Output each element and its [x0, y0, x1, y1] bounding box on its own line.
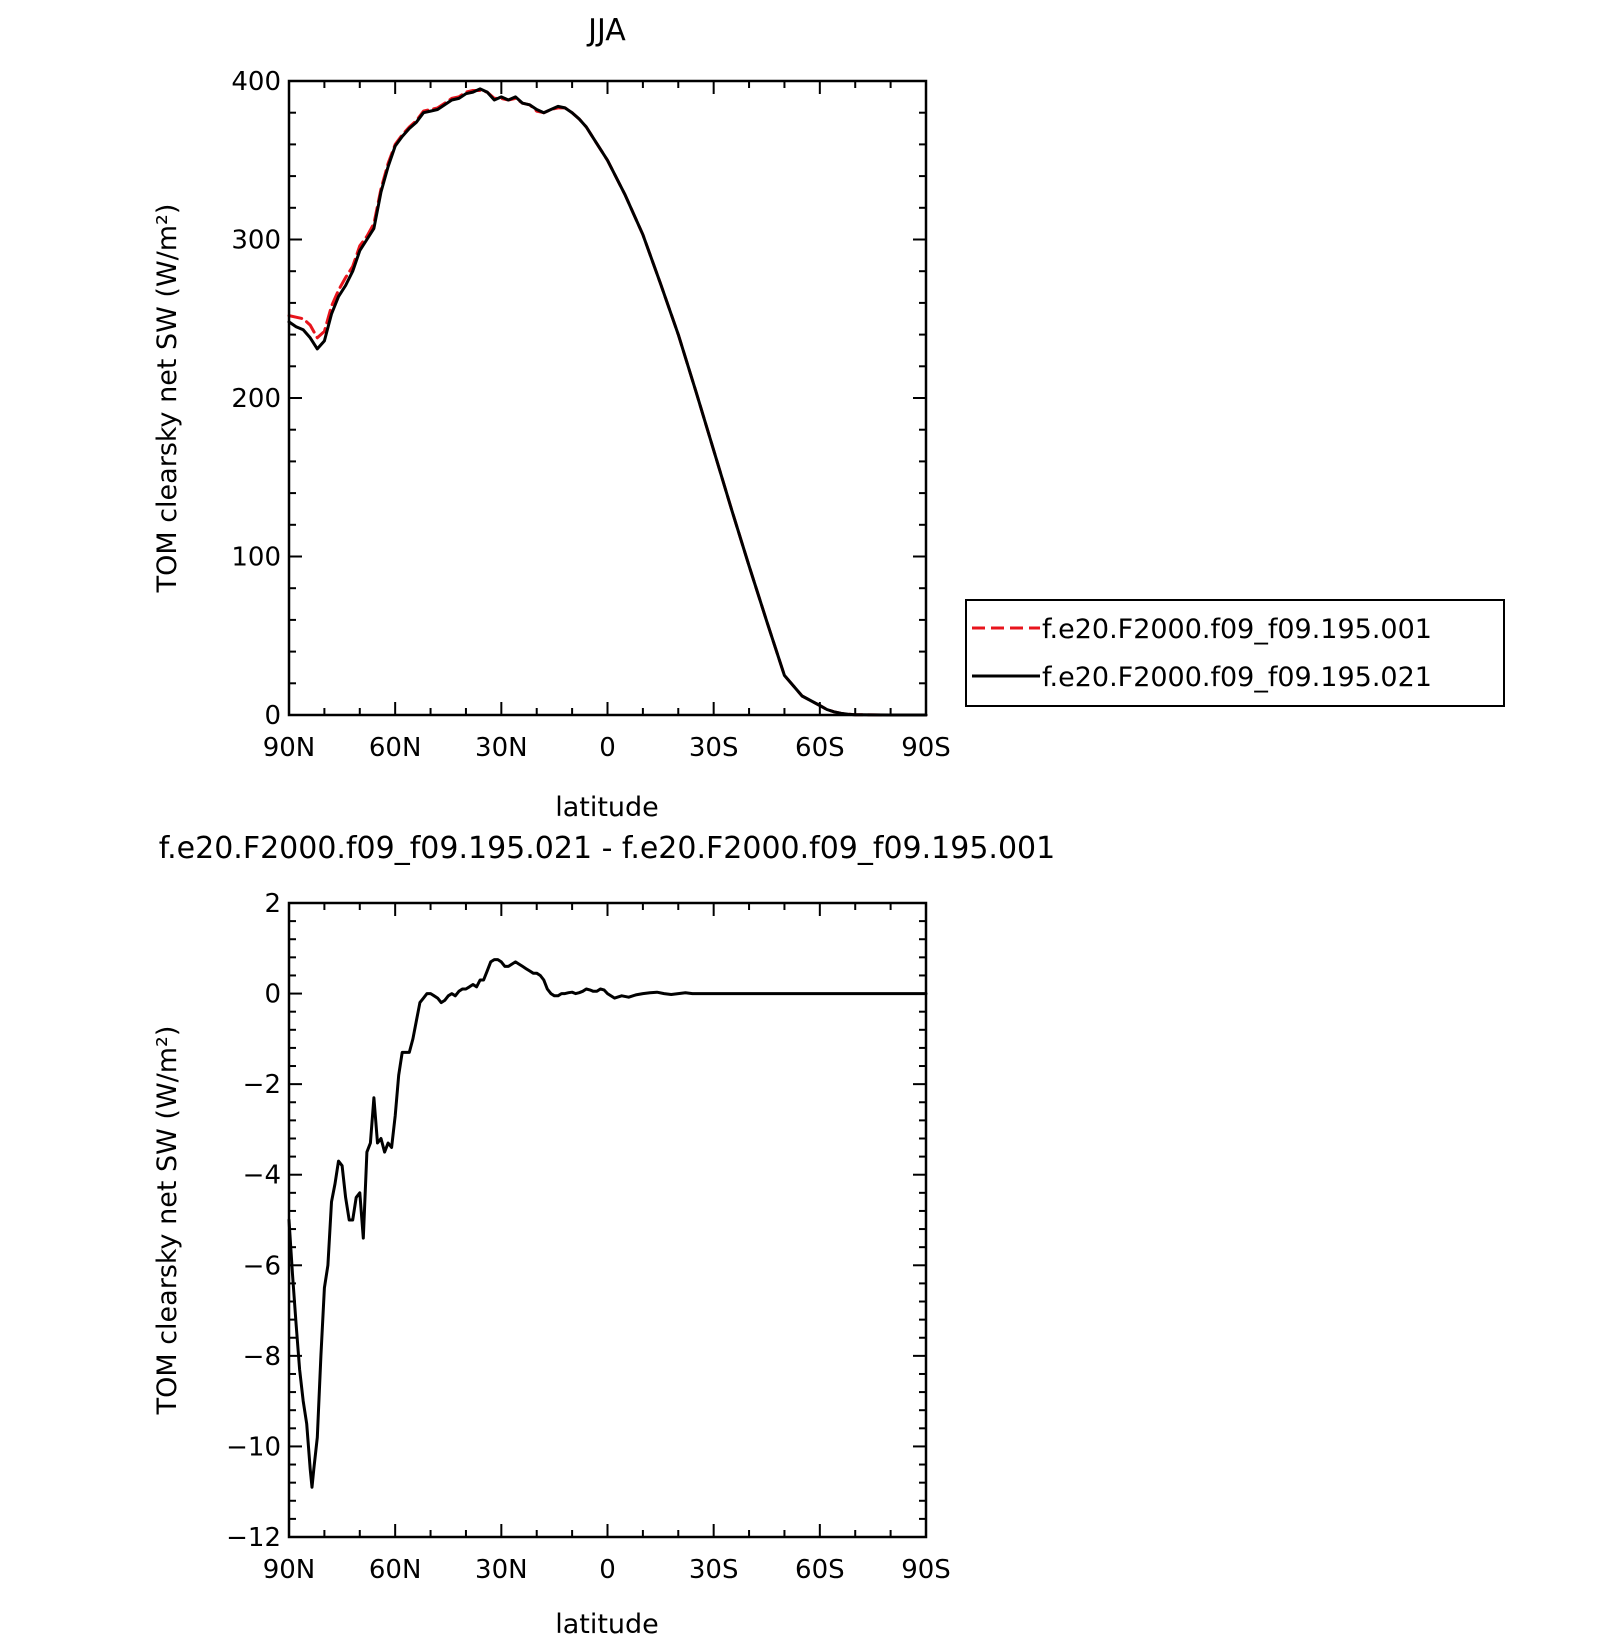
bottom-x-tick-label: 90S: [901, 1555, 951, 1585]
legend-box: [965, 599, 1505, 707]
top-x-tick-label: 0: [599, 733, 616, 763]
top-y-tick-label: 300: [231, 226, 281, 256]
bottom-y-tick-label: −8: [243, 1342, 281, 1372]
bottom-x-tick-label: 30S: [689, 1555, 739, 1585]
top-y-axis-label: TOM clearsky net SW (W/m²): [152, 204, 183, 594]
bottom-y-tick-labels: −12 −10 −8 −6 −4 −2 0 2: [226, 889, 281, 1553]
bottom-x-tick-label: 90N: [263, 1555, 316, 1585]
top-x-tick-label: 90N: [263, 733, 316, 763]
top-x-tick-label: 30S: [689, 733, 739, 763]
top-series-group: [287, 87, 928, 717]
top-y-tick-label: 200: [231, 384, 281, 414]
top-axis-ticks: [288, 80, 927, 716]
top-y-tick-label: 0: [264, 701, 281, 731]
bottom-y-tick-label: −4: [243, 1161, 281, 1191]
top-x-tick-label: 90S: [901, 733, 951, 763]
bottom-y-tick-label: −10: [226, 1432, 281, 1462]
top-chart-title: JJA: [586, 13, 626, 48]
bottom-series-group: [287, 958, 928, 1489]
bottom-y-tick-label: −12: [226, 1523, 281, 1553]
top-x-tick-labels: 90N 60N 30N 0 30S 60S 90S: [263, 733, 951, 763]
top-x-axis-label: latitude: [555, 792, 659, 823]
bottom-x-tick-label: 60N: [369, 1555, 422, 1585]
bottom-x-tick-label: 60S: [795, 1555, 845, 1585]
bottom-y-tick-label: −2: [243, 1070, 281, 1100]
bottom-y-tick-label: 0: [264, 980, 281, 1010]
legend: f.e20.F2000.f09_f09.195.001 f.e20.F2000.…: [965, 599, 1505, 707]
top-x-tick-label: 60N: [369, 733, 422, 763]
bottom-x-tick-label: 0: [599, 1555, 616, 1585]
top-x-tick-label: 60S: [795, 733, 845, 763]
bottom-y-axis-label: TOM clearsky net SW (W/m²): [152, 1026, 183, 1416]
top-y-tick-labels: 0 100 200 300 400: [231, 67, 281, 731]
top-panel: JJA 0 100 200 300 400 90N 60N 30N 0 30S 60S 90S la…: [152, 13, 1505, 823]
bottom-x-tick-labels: 90N 60N 30N 0 30S 60S 90S: [263, 1555, 951, 1585]
top-y-tick-label: 400: [231, 67, 281, 97]
bottom-y-tick-label: −6: [243, 1251, 281, 1281]
legend-label-series-021: f.e20.F2000.f09_f09.195.021: [1042, 662, 1432, 693]
bottom-series-line-1: [287, 958, 928, 1489]
bottom-axis-ticks: [288, 902, 927, 1538]
bottom-panel: f.e20.F2000.f09_f09.195.021 - f.e20.F200…: [152, 831, 1055, 1640]
top-x-tick-label: 30N: [475, 733, 528, 763]
bottom-chart-title: f.e20.F2000.f09_f09.195.021 - f.e20.F200…: [159, 831, 1055, 866]
legend-label-series-001: f.e20.F2000.f09_f09.195.001: [1042, 614, 1432, 645]
bottom-plot-frame: [287, 901, 928, 1539]
bottom-x-tick-label: 30N: [475, 1555, 528, 1585]
bottom-y-tick-label: 2: [264, 889, 281, 919]
top-y-tick-label: 100: [231, 543, 281, 573]
top-series-line-2: [287, 87, 928, 717]
bottom-x-axis-label: latitude: [555, 1609, 659, 1640]
